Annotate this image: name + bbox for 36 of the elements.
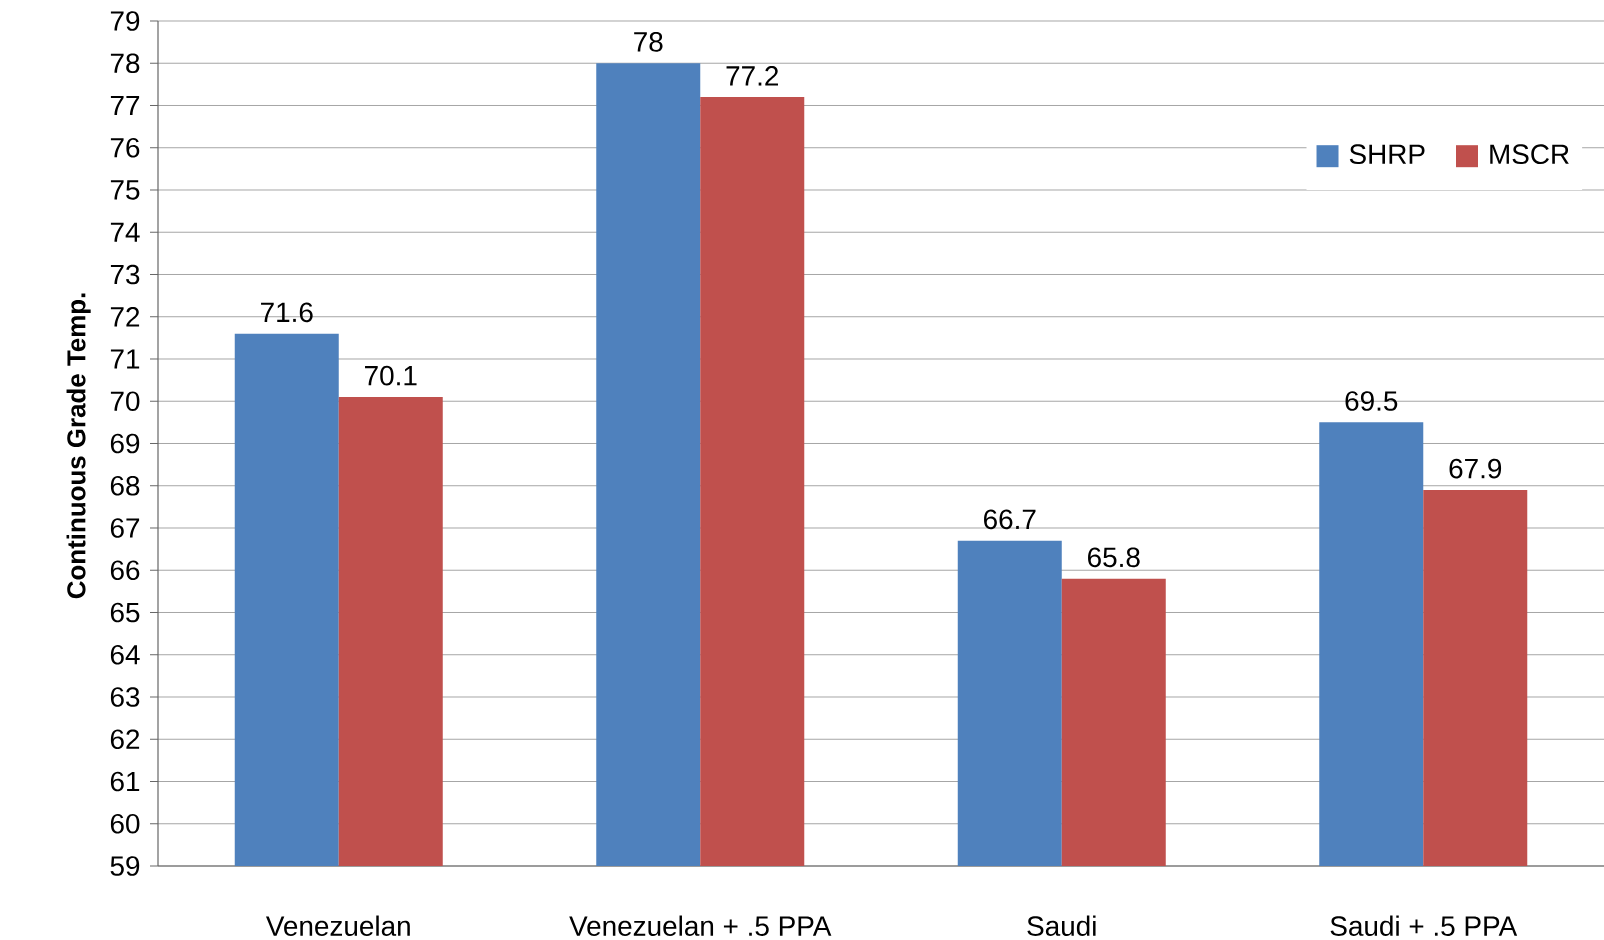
y-tick-label: 64: [110, 644, 140, 665]
x-tick-label: Venezuelan: [265, 915, 410, 936]
x-tick-label: Venezuelan + .5 PPA: [569, 915, 832, 936]
y-axis-title: Continuous Grade Temp.: [66, 293, 91, 599]
y-tick-label: 72: [110, 307, 140, 327]
y-tick-label: 66: [110, 560, 140, 581]
y-tick-label: 62: [110, 729, 140, 750]
y-tick-label: 61: [110, 771, 140, 792]
y-tick-label: 73: [110, 264, 140, 285]
legend-label: SHRP: [1349, 144, 1425, 165]
y-tick-label: 74: [110, 222, 140, 242]
y-tick-label: 77: [110, 95, 140, 116]
data-label: 65.8: [1088, 547, 1140, 568]
data-label: 77.2: [726, 66, 778, 86]
data-label: 66.7: [984, 509, 1036, 530]
y-tick-label: 75: [110, 180, 140, 200]
x-tick-label: Saudi: [1027, 915, 1096, 936]
y-tick-label: 70: [110, 391, 140, 412]
y-tick-label: 68: [110, 475, 140, 496]
data-label: 70.1: [365, 365, 417, 386]
y-tick-label: 78: [110, 53, 140, 74]
x-tick-label: Saudi + .5 PPA: [1330, 915, 1518, 936]
y-tick-label: 63: [110, 687, 140, 707]
y-tick-label: 65: [110, 602, 140, 623]
y-tick-label: 79: [110, 11, 140, 31]
y-tick-label: 60: [110, 813, 140, 834]
data-label: 71.6: [261, 302, 313, 323]
y-tick-label: 67: [110, 518, 140, 538]
y-tick-label: 69: [110, 433, 140, 454]
y-tick-label: 59: [110, 856, 140, 876]
y-tick-label: 76: [110, 137, 140, 158]
data-label: 78: [634, 32, 663, 52]
data-label: 69.5: [1345, 391, 1398, 411]
legend-label: MSCR: [1490, 144, 1569, 165]
data-label: 67.9: [1449, 458, 1502, 479]
y-tick-label: 71: [110, 349, 140, 369]
